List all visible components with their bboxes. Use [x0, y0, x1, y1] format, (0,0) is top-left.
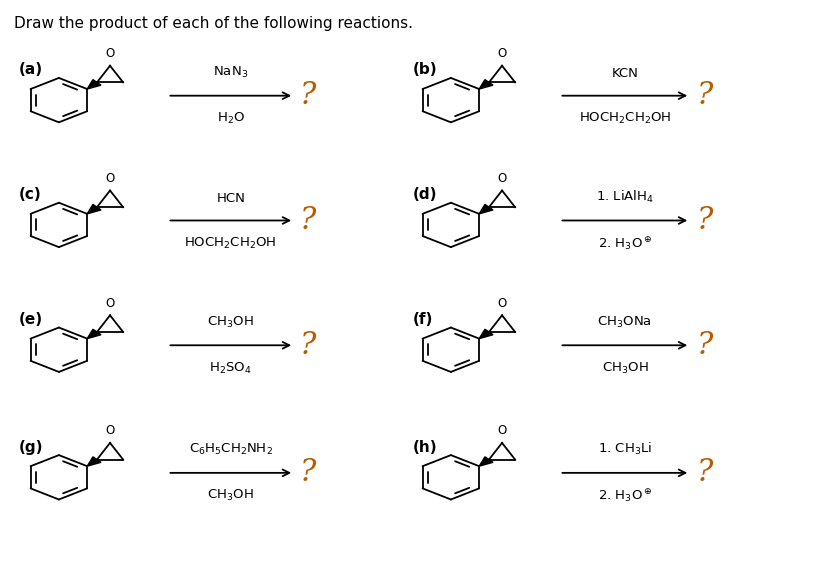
Text: Draw the product of each of the following reactions.: Draw the product of each of the followin…	[14, 16, 413, 32]
Text: 1. LiAlH$_4$: 1. LiAlH$_4$	[596, 189, 654, 205]
Text: CH$_3$OH: CH$_3$OH	[207, 488, 254, 503]
Text: ?: ?	[696, 330, 713, 361]
Text: O: O	[106, 425, 115, 437]
Text: (c): (c)	[19, 187, 41, 202]
Text: (a): (a)	[19, 62, 43, 77]
Polygon shape	[87, 204, 101, 214]
Polygon shape	[479, 457, 493, 466]
Text: ?: ?	[696, 80, 713, 111]
Text: O: O	[106, 47, 115, 60]
Text: (f): (f)	[412, 312, 433, 327]
Text: (e): (e)	[19, 312, 43, 327]
Polygon shape	[479, 204, 493, 214]
Text: (b): (b)	[412, 62, 437, 77]
Text: O: O	[497, 297, 507, 310]
Text: NaN$_3$: NaN$_3$	[213, 65, 248, 80]
Polygon shape	[87, 329, 101, 338]
Polygon shape	[87, 457, 101, 466]
Text: (d): (d)	[412, 187, 437, 202]
Text: ?: ?	[299, 80, 316, 111]
Text: ?: ?	[299, 457, 316, 488]
Text: CH$_3$OH: CH$_3$OH	[601, 361, 648, 376]
Text: ?: ?	[299, 205, 316, 236]
Text: CH$_3$ONa: CH$_3$ONa	[597, 315, 653, 330]
Text: (h): (h)	[412, 440, 437, 454]
Text: 2. H$_3$O$^\oplus$: 2. H$_3$O$^\oplus$	[597, 488, 652, 506]
Text: O: O	[497, 47, 507, 60]
Polygon shape	[87, 79, 101, 89]
Text: H$_2$O: H$_2$O	[217, 111, 245, 126]
Text: 2. H$_3$O$^\oplus$: 2. H$_3$O$^\oplus$	[597, 236, 652, 253]
Text: CH$_3$OH: CH$_3$OH	[207, 315, 254, 330]
Text: HCN: HCN	[216, 192, 245, 205]
Text: H$_2$SO$_4$: H$_2$SO$_4$	[210, 361, 252, 376]
Text: HOCH$_2$CH$_2$OH: HOCH$_2$CH$_2$OH	[185, 236, 277, 251]
Text: O: O	[106, 297, 115, 310]
Polygon shape	[479, 79, 493, 89]
Text: KCN: KCN	[611, 67, 639, 80]
Text: 1. CH$_3$Li: 1. CH$_3$Li	[597, 441, 652, 457]
Text: O: O	[497, 425, 507, 437]
Text: (g): (g)	[19, 440, 44, 454]
Text: HOCH$_2$CH$_2$OH: HOCH$_2$CH$_2$OH	[578, 111, 672, 126]
Text: O: O	[106, 172, 115, 185]
Text: ?: ?	[299, 330, 316, 361]
Text: ?: ?	[696, 205, 713, 236]
Text: ?: ?	[696, 457, 713, 488]
Polygon shape	[479, 329, 493, 338]
Text: C$_6$H$_5$CH$_2$NH$_2$: C$_6$H$_5$CH$_2$NH$_2$	[189, 442, 273, 457]
Text: O: O	[497, 172, 507, 185]
